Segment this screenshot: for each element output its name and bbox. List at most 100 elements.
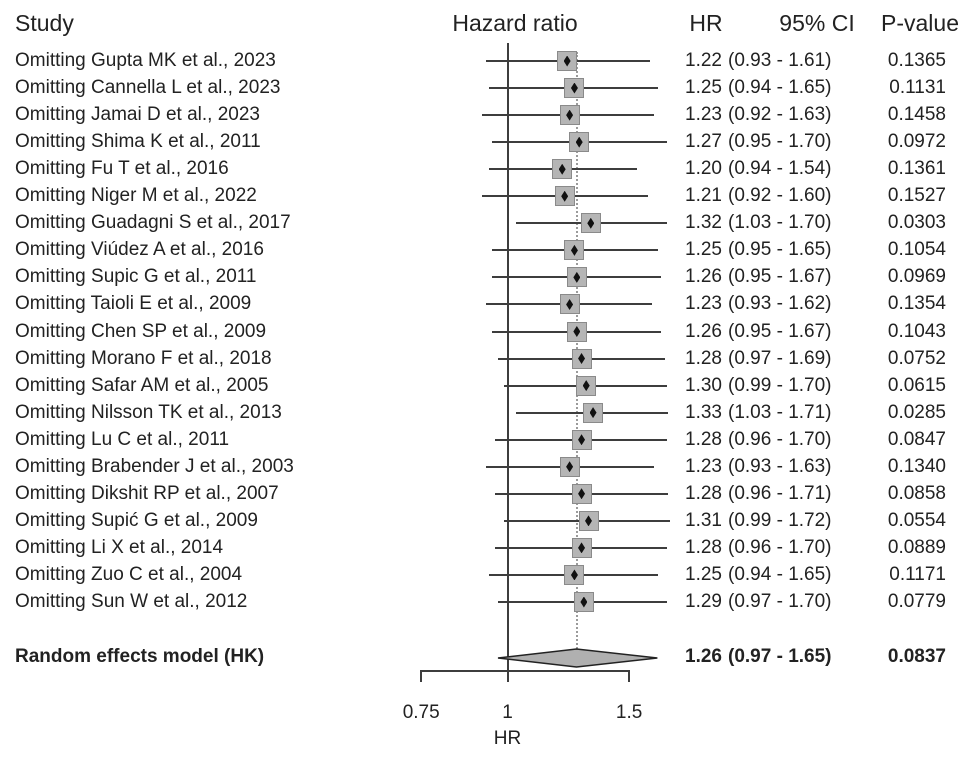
point-estimate-marker bbox=[570, 569, 578, 581]
p-value: 0.0969 bbox=[887, 266, 946, 288]
reference-line-hr1 bbox=[506, 43, 509, 682]
ci-value: (0.93 - 1.61) bbox=[728, 50, 832, 71]
study-label: Omitting Fu T et al., 2016 bbox=[15, 158, 229, 180]
p-value: 0.1131 bbox=[889, 77, 946, 99]
p-value: 0.1043 bbox=[887, 320, 946, 342]
ci-value: (0.95 - 1.65) bbox=[728, 239, 832, 261]
ci-value: (0.95 - 1.67) bbox=[728, 320, 832, 342]
hr-value: 1.26 bbox=[685, 320, 722, 342]
ci-value: (0.95 - 1.67) bbox=[728, 266, 832, 288]
ci-value: (0.96 - 1.71) bbox=[728, 482, 832, 504]
study-label: Omitting Shima K et al., 2011 bbox=[15, 131, 261, 153]
point-estimate-marker bbox=[580, 596, 588, 608]
study-label: Omitting Brabender J et al., 2003 bbox=[15, 455, 294, 477]
ci-value: (1.03 - 1.71) bbox=[728, 401, 832, 423]
p-value: 0.1171 bbox=[889, 563, 946, 585]
point-estimate-marker bbox=[561, 190, 569, 202]
study-label: Omitting Cannella L et al., 2023 bbox=[15, 77, 281, 99]
p-value: 0.1340 bbox=[887, 455, 946, 477]
x-axis-tick-label: 0.75 bbox=[402, 702, 440, 723]
pooled-hr-value: 1.26 bbox=[685, 646, 722, 667]
hr-value: 1.27 bbox=[685, 131, 722, 153]
p-value: 0.1527 bbox=[887, 185, 946, 207]
hr-value: 1.31 bbox=[685, 509, 722, 531]
ci-value: (0.94 - 1.65) bbox=[728, 77, 832, 99]
ci-value: (0.94 - 1.65) bbox=[728, 563, 832, 585]
x-axis-tick bbox=[506, 670, 509, 682]
pvalue-column-header: P-value bbox=[881, 10, 959, 36]
hr-value: 1.22 bbox=[685, 50, 722, 71]
ci-value: (0.97 - 1.70) bbox=[728, 591, 832, 612]
p-value: 0.0554 bbox=[887, 509, 946, 531]
hr-value: 1.28 bbox=[685, 482, 722, 504]
ci-column-header: 95% CI bbox=[779, 10, 855, 36]
ci-value: (0.99 - 1.72) bbox=[728, 509, 832, 531]
ci-value: (0.95 - 1.70) bbox=[728, 131, 832, 153]
study-label: Omitting Lu C et al., 2011 bbox=[15, 428, 230, 450]
ci-value: (0.97 - 1.69) bbox=[728, 347, 832, 369]
x-axis-tick bbox=[628, 670, 631, 682]
point-estimate-marker bbox=[578, 488, 586, 500]
point-estimate-marker bbox=[570, 82, 578, 94]
point-estimate-marker bbox=[589, 407, 597, 419]
hr-column-header: HR bbox=[689, 10, 723, 36]
point-estimate-marker bbox=[575, 136, 583, 148]
point-estimate-marker bbox=[566, 461, 574, 473]
hr-value: 1.23 bbox=[685, 104, 722, 126]
point-estimate-marker bbox=[578, 542, 586, 554]
p-value: 0.1361 bbox=[887, 158, 946, 180]
point-estimate-marker bbox=[570, 244, 578, 256]
ci-value: (1.03 - 1.70) bbox=[728, 212, 832, 234]
study-label: Omitting Nilsson TK et al., 2013 bbox=[15, 401, 282, 423]
hr-value: 1.30 bbox=[685, 374, 722, 396]
hr-value: 1.25 bbox=[685, 563, 722, 585]
study-label: Omitting Chen SP et al., 2009 bbox=[15, 320, 267, 342]
p-value: 0.1054 bbox=[887, 239, 946, 261]
x-axis-line bbox=[421, 670, 630, 672]
ci-value: (0.96 - 1.70) bbox=[728, 536, 832, 558]
study-label: Omitting Supić G et al., 2009 bbox=[15, 509, 258, 531]
ci-value: (0.92 - 1.60) bbox=[728, 185, 832, 207]
hr-value: 1.25 bbox=[685, 77, 722, 99]
x-axis-title: HR bbox=[493, 728, 522, 749]
point-estimate-marker bbox=[563, 55, 571, 67]
study-label: Omitting Li X et al., 2014 bbox=[15, 536, 224, 558]
hr-value: 1.23 bbox=[685, 293, 722, 315]
point-estimate-marker bbox=[585, 515, 592, 527]
study-label: Omitting Guadagni S et al., 2017 bbox=[15, 212, 291, 234]
point-estimate-marker bbox=[578, 353, 586, 365]
p-value: 0.1354 bbox=[887, 293, 946, 315]
p-value: 0.0752 bbox=[887, 347, 946, 369]
p-value: 0.0847 bbox=[887, 428, 946, 450]
p-value: 0.0779 bbox=[887, 591, 946, 612]
study-label: Omitting Zuo C et al., 2004 bbox=[15, 563, 243, 585]
point-estimate-marker bbox=[566, 109, 574, 121]
hr-value: 1.28 bbox=[685, 536, 722, 558]
study-label: Omitting Sun W et al., 2012 bbox=[15, 591, 248, 612]
p-value: 0.0972 bbox=[887, 131, 946, 153]
ci-value: (0.94 - 1.54) bbox=[728, 158, 832, 180]
point-estimate-marker bbox=[566, 298, 574, 310]
p-value: 0.1458 bbox=[887, 104, 946, 126]
study-label: Omitting Niger M et al., 2022 bbox=[15, 185, 257, 207]
hr-value: 1.20 bbox=[685, 158, 722, 180]
ci-value: (0.93 - 1.63) bbox=[728, 455, 832, 477]
x-axis-tick bbox=[420, 670, 423, 682]
study-label: Omitting Viúdez A et al., 2016 bbox=[15, 239, 264, 261]
hr-value: 1.28 bbox=[685, 347, 722, 369]
ci-value: (0.93 - 1.62) bbox=[728, 293, 832, 315]
pooled-p-value: 0.0837 bbox=[887, 646, 946, 667]
pooled-model-label: Random effects model (HK) bbox=[15, 646, 265, 667]
point-estimate-marker bbox=[573, 271, 581, 283]
study-label: Omitting Morano F et al., 2018 bbox=[15, 347, 272, 369]
hazard-ratio-column-header: Hazard ratio bbox=[452, 10, 578, 36]
study-label: Omitting Taioli E et al., 2009 bbox=[15, 293, 252, 315]
p-value: 0.1365 bbox=[887, 50, 946, 71]
ci-value: (0.99 - 1.70) bbox=[728, 374, 832, 396]
pooled-ci-value: (0.97 - 1.65) bbox=[728, 646, 832, 667]
hr-value: 1.32 bbox=[685, 212, 722, 234]
x-axis-tick-label: 1.5 bbox=[615, 702, 643, 723]
point-estimate-marker bbox=[587, 217, 595, 229]
study-label: Omitting Safar AM et al., 2005 bbox=[15, 374, 269, 396]
study-label: Omitting Jamai D et al., 2023 bbox=[15, 104, 260, 126]
